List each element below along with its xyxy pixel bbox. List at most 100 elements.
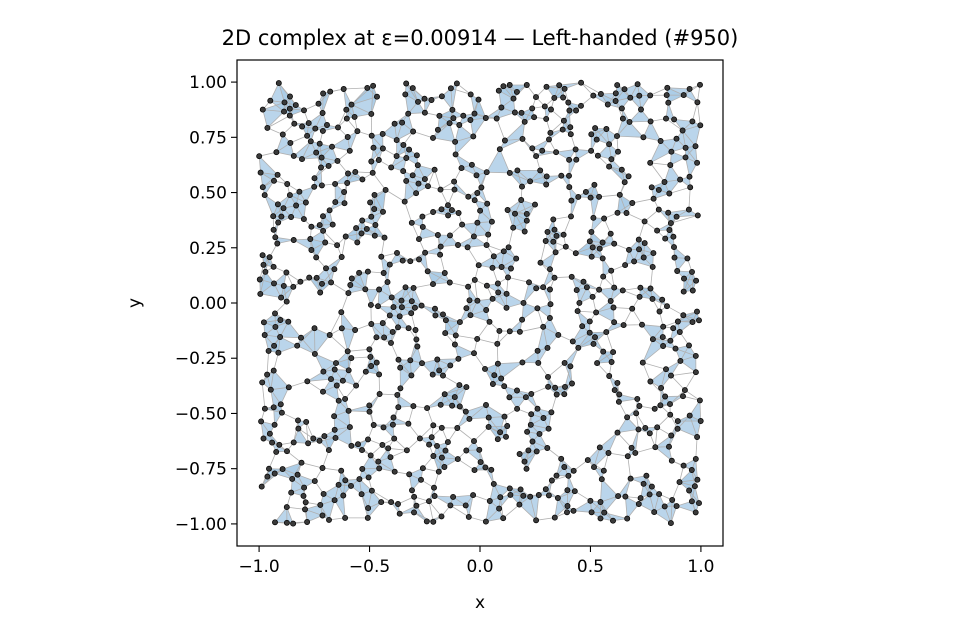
- edge-line: [695, 436, 698, 459]
- data-point: [408, 310, 415, 317]
- edge-line: [596, 351, 614, 364]
- data-point: [608, 156, 615, 163]
- x-tick-label: 0.0: [466, 557, 493, 577]
- data-point: [671, 254, 678, 261]
- data-point: [513, 255, 520, 262]
- triangle-face: [391, 156, 407, 168]
- edge-line: [618, 398, 638, 403]
- data-point: [421, 176, 428, 183]
- triangle-face: [501, 251, 517, 267]
- triangle-face: [563, 110, 571, 128]
- triangle-face: [596, 301, 614, 313]
- edge-line: [631, 429, 639, 448]
- data-point: [286, 112, 293, 119]
- edge-line: [593, 196, 600, 218]
- triangle-face: [412, 165, 425, 180]
- edge-line: [343, 87, 368, 90]
- data-point: [436, 112, 443, 119]
- data-point: [497, 429, 504, 436]
- data-point: [521, 118, 528, 125]
- data-point: [636, 92, 643, 99]
- data-point: [291, 120, 298, 127]
- data-point: [655, 186, 662, 193]
- edge-line: [370, 85, 374, 114]
- edge-line: [695, 458, 698, 480]
- triangle-face: [609, 376, 618, 391]
- data-point: [490, 480, 497, 487]
- edge-line: [593, 447, 601, 468]
- data-point: [300, 216, 307, 223]
- data-point: [603, 126, 610, 132]
- data-point: [545, 373, 551, 380]
- data-point: [325, 447, 332, 454]
- data-point: [674, 318, 681, 325]
- data-point: [465, 513, 472, 520]
- triangle-face: [652, 339, 671, 346]
- edge-line: [532, 139, 550, 149]
- edge-line: [546, 86, 565, 90]
- data-point: [447, 85, 454, 92]
- edge-line: [331, 136, 348, 148]
- data-point: [385, 445, 392, 452]
- data-point: [573, 107, 580, 114]
- triangle-face: [492, 256, 502, 268]
- data-point: [507, 491, 514, 498]
- data-point: [533, 153, 540, 160]
- data-point: [518, 197, 525, 203]
- edge-line: [293, 239, 312, 251]
- triangle-face: [677, 271, 692, 279]
- edge-line: [685, 157, 690, 177]
- data-point: [266, 430, 273, 437]
- data-point: [421, 95, 428, 102]
- edge-line: [602, 258, 604, 277]
- triangle-face: [297, 474, 315, 488]
- data-point: [416, 435, 423, 442]
- data-point: [300, 492, 307, 499]
- data-point: [667, 220, 674, 227]
- triangle-face: [276, 134, 291, 153]
- data-point: [259, 252, 266, 259]
- data-point: [363, 225, 370, 232]
- data-point: [445, 212, 452, 219]
- data-point: [319, 280, 325, 287]
- data-point: [368, 363, 375, 369]
- data-point: [596, 193, 603, 200]
- data-point: [697, 122, 704, 129]
- data-point: [442, 447, 449, 454]
- triangle-face: [378, 289, 392, 307]
- edge-line: [372, 172, 386, 191]
- data-point: [619, 287, 626, 294]
- data-point: [430, 518, 437, 525]
- data-point: [279, 466, 286, 473]
- data-point: [533, 285, 540, 292]
- data-point: [467, 312, 474, 319]
- data-point: [290, 439, 297, 446]
- data-point: [639, 359, 646, 366]
- data-point: [325, 162, 332, 169]
- edge-line: [397, 388, 401, 408]
- edge-line: [333, 415, 351, 428]
- edge-line: [470, 99, 479, 121]
- data-point: [567, 124, 574, 131]
- data-point: [648, 184, 655, 191]
- data-point: [562, 383, 568, 390]
- triangle-face: [314, 353, 336, 372]
- data-point: [440, 311, 446, 318]
- triangle-face: [307, 128, 316, 142]
- edge-line: [580, 82, 602, 95]
- edge-line: [485, 467, 495, 485]
- data-point: [335, 481, 342, 488]
- edge-line: [622, 287, 641, 291]
- data-point: [561, 85, 568, 92]
- data-point: [388, 294, 395, 301]
- triangle-face: [651, 182, 665, 190]
- data-point: [647, 92, 654, 99]
- data-point: [274, 171, 281, 178]
- data-point: [370, 82, 377, 89]
- triangle-face: [320, 500, 335, 520]
- triangle-face: [280, 321, 301, 338]
- data-point: [523, 217, 530, 224]
- data-point: [315, 100, 322, 107]
- data-point: [290, 520, 297, 527]
- data-point: [616, 191, 623, 198]
